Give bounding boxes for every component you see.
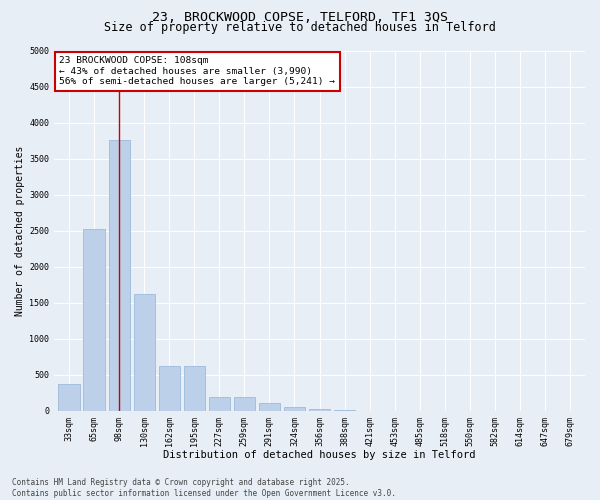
X-axis label: Distribution of detached houses by size in Telford: Distribution of detached houses by size … [163,450,476,460]
Y-axis label: Number of detached properties: Number of detached properties [15,146,25,316]
Bar [309,409,330,411]
Bar [234,396,255,411]
Text: Size of property relative to detached houses in Telford: Size of property relative to detached ho… [104,21,496,34]
Bar [284,407,305,411]
Bar [158,366,180,411]
Bar [134,294,155,411]
Bar [109,140,130,411]
Bar [184,366,205,411]
Bar [334,410,355,411]
Text: 23 BROCKWOOD COPSE: 108sqm
← 43% of detached houses are smaller (3,990)
56% of s: 23 BROCKWOOD COPSE: 108sqm ← 43% of deta… [59,56,335,86]
Text: 23, BROCKWOOD COPSE, TELFORD, TF1 3QS: 23, BROCKWOOD COPSE, TELFORD, TF1 3QS [152,11,448,24]
Bar [83,229,105,411]
Bar [259,403,280,411]
Bar [209,396,230,411]
Text: Contains HM Land Registry data © Crown copyright and database right 2025.
Contai: Contains HM Land Registry data © Crown c… [12,478,396,498]
Bar [58,384,80,411]
